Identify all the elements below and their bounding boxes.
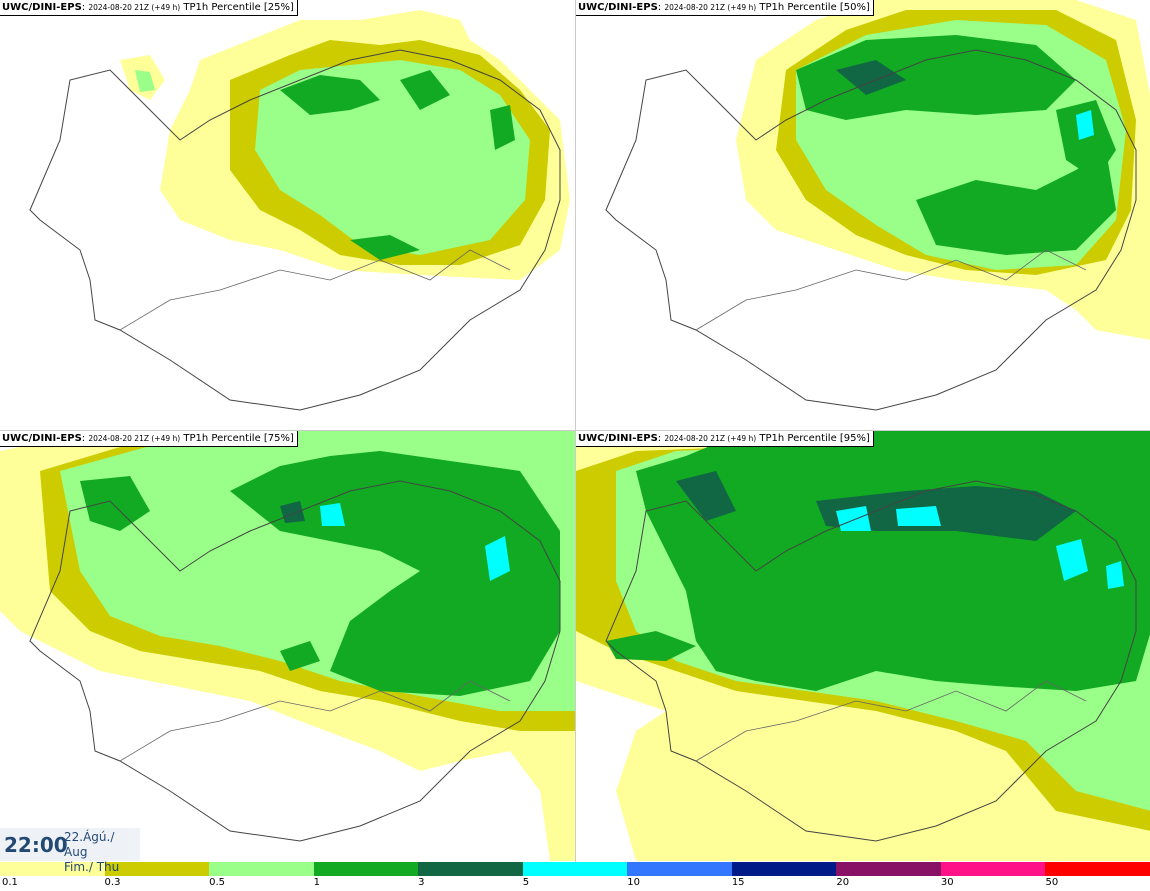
legend-tick-label: 3 xyxy=(418,877,425,888)
legend-swatch xyxy=(0,862,106,876)
legend-swatch xyxy=(731,862,838,876)
run-label: 2024-08-20 21Z (+49 h) xyxy=(88,434,181,443)
legend-tick-label: 0.3 xyxy=(104,877,121,888)
run-label: 2024-08-20 21Z (+49 h) xyxy=(88,3,181,12)
valid-time-box: 22:00 22.Ágú./ Aug Fim./ Thu xyxy=(0,828,140,874)
model-label: UWC/DINI-EPS xyxy=(2,433,82,444)
legend-tick-label: 5 xyxy=(522,877,530,888)
model-label: UWC/DINI-EPS xyxy=(578,2,658,13)
legend-swatch xyxy=(522,862,629,876)
model-label: UWC/DINI-EPS xyxy=(578,433,658,444)
legend-tick-label: 0.1 xyxy=(2,877,18,888)
panel-title: TP1h Percentile [50%] xyxy=(759,2,870,13)
legend-tick-label: 10 xyxy=(627,877,640,888)
legend-tick-label: 0.5 xyxy=(209,877,225,888)
panel-divider-vertical xyxy=(575,0,576,862)
map-panel-p75: UWC/DINI-EPS: 2024-08-20 21Z (+49 h) TP1… xyxy=(0,431,575,861)
panel-header: UWC/DINI-EPS: 2024-08-20 21Z (+49 h) TP1… xyxy=(0,0,298,16)
panel-title: TP1h Percentile [25%] xyxy=(183,2,294,13)
model-label: UWC/DINI-EPS xyxy=(2,2,82,13)
legend-swatch xyxy=(418,862,524,876)
precip-map-p25 xyxy=(29,10,570,411)
valid-time-clock: 22:00 xyxy=(4,833,68,857)
color-legend: 0.1 0.3 0.5 1 3 5 10 15 20 30 50 xyxy=(0,862,1150,891)
panel-title: TP1h Percentile [95%] xyxy=(759,433,870,444)
precip-map-p75 xyxy=(0,431,575,861)
valid-time-date-group: 22.Ágú./ Aug Fim./ Thu xyxy=(64,830,140,875)
legend-swatch xyxy=(313,862,420,876)
legend-swatch xyxy=(836,862,942,876)
legend-swatch xyxy=(209,862,315,876)
run-label: 2024-08-20 21Z (+49 h) xyxy=(664,434,757,443)
legend-tick-label: 1 xyxy=(313,877,320,888)
legend-tick-label: 20 xyxy=(836,877,850,888)
legend-tick-label: 15 xyxy=(731,877,745,888)
legend-swatch xyxy=(1045,862,1150,876)
panel-header: UWC/DINI-EPS: 2024-08-20 21Z (+49 h) TP1… xyxy=(576,431,874,447)
legend-swatch xyxy=(104,862,211,876)
legend-swatch xyxy=(940,862,1047,876)
precip-map-p95 xyxy=(576,431,1150,861)
legend-tick-label: 50 xyxy=(1045,877,1059,888)
run-label: 2024-08-20 21Z (+49 h) xyxy=(664,3,757,12)
legend-tick-label: 30 xyxy=(940,877,954,888)
panel-header: UWC/DINI-EPS: 2024-08-20 21Z (+49 h) TP1… xyxy=(0,431,298,447)
panel-header: UWC/DINI-EPS: 2024-08-20 21Z (+49 h) TP1… xyxy=(576,0,874,16)
panel-title: TP1h Percentile [75%] xyxy=(183,433,294,444)
map-panel-p95: UWC/DINI-EPS: 2024-08-20 21Z (+49 h) TP1… xyxy=(576,431,1150,861)
legend-swatch xyxy=(627,862,733,876)
map-panel-p25: UWC/DINI-EPS: 2024-08-20 21Z (+49 h) TP1… xyxy=(0,0,575,430)
panel-divider-horizontal xyxy=(0,430,1150,431)
precip-map-p50 xyxy=(605,0,1150,411)
map-panel-p50: UWC/DINI-EPS: 2024-08-20 21Z (+49 h) TP1… xyxy=(576,0,1150,430)
valid-time-date: 22.Ágú./ Aug xyxy=(64,830,115,859)
valid-time-day: Fim./ Thu xyxy=(64,860,120,874)
